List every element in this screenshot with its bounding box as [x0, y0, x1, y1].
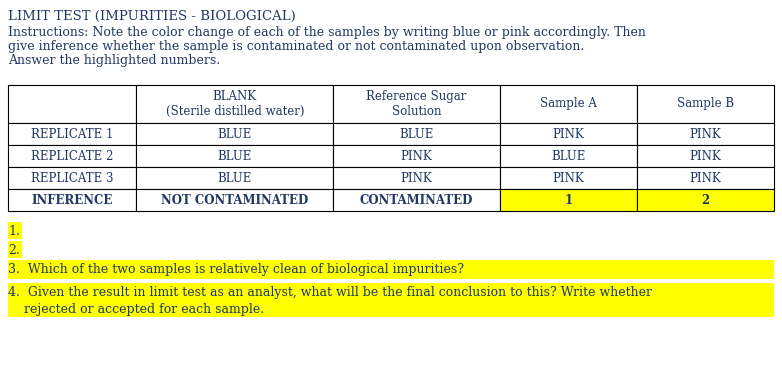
- Text: Answer the highlighted numbers.: Answer the highlighted numbers.: [8, 54, 220, 67]
- Bar: [500, 189, 637, 211]
- Bar: [136, 85, 333, 123]
- Bar: [333, 145, 500, 167]
- Text: CONTAMINATED: CONTAMINATED: [360, 193, 473, 206]
- Text: REPLICATE 2: REPLICATE 2: [31, 149, 113, 163]
- Text: BLUE: BLUE: [217, 128, 252, 141]
- Bar: [333, 85, 500, 123]
- Text: NOT CONTAMINATED: NOT CONTAMINATED: [161, 193, 308, 206]
- Text: REPLICATE 3: REPLICATE 3: [31, 171, 113, 185]
- Bar: [136, 189, 333, 211]
- Bar: [637, 167, 774, 189]
- Text: give inference whether the sample is contaminated or not contaminated upon obser: give inference whether the sample is con…: [8, 40, 584, 53]
- Text: PINK: PINK: [553, 171, 584, 185]
- Text: Reference Sugar
Solution: Reference Sugar Solution: [367, 90, 467, 118]
- Text: INFERENCE: INFERENCE: [31, 193, 113, 206]
- Text: 4.  Given the result in limit test as an analyst, what will be the final conclus: 4. Given the result in limit test as an …: [8, 286, 652, 316]
- Text: Sample B: Sample B: [677, 98, 734, 111]
- Text: PINK: PINK: [690, 149, 722, 163]
- Bar: [8, 241, 22, 258]
- Bar: [136, 167, 333, 189]
- Text: PINK: PINK: [690, 171, 722, 185]
- Bar: [8, 222, 22, 239]
- Bar: [637, 123, 774, 145]
- Text: BLUE: BLUE: [400, 128, 434, 141]
- Bar: [8, 85, 136, 123]
- Text: PINK: PINK: [401, 171, 432, 185]
- Text: BLUE: BLUE: [551, 149, 586, 163]
- Text: 2: 2: [701, 193, 709, 206]
- Bar: [637, 189, 774, 211]
- Bar: [500, 167, 637, 189]
- Text: Instructions: Note the color change of each of the samples by writing blue or pi: Instructions: Note the color change of e…: [8, 26, 646, 39]
- Text: 1.: 1.: [8, 225, 20, 238]
- Bar: [500, 85, 637, 123]
- Bar: [637, 85, 774, 123]
- Text: 3.  Which of the two samples is relatively clean of biological impurities?: 3. Which of the two samples is relativel…: [8, 263, 464, 276]
- Bar: [333, 123, 500, 145]
- Text: 1: 1: [565, 193, 572, 206]
- Bar: [333, 189, 500, 211]
- Bar: [333, 167, 500, 189]
- Bar: [136, 123, 333, 145]
- Text: LIMIT TEST (IMPURITIES - BIOLOGICAL): LIMIT TEST (IMPURITIES - BIOLOGICAL): [8, 10, 296, 23]
- Bar: [8, 145, 136, 167]
- Bar: [500, 145, 637, 167]
- Bar: [8, 167, 136, 189]
- Bar: [8, 283, 774, 317]
- Bar: [136, 145, 333, 167]
- Text: BLANK
(Sterile distilled water): BLANK (Sterile distilled water): [166, 90, 304, 118]
- Text: 2.: 2.: [8, 244, 20, 257]
- Text: PINK: PINK: [690, 128, 722, 141]
- Text: Sample A: Sample A: [540, 98, 597, 111]
- Bar: [8, 260, 774, 279]
- Text: BLUE: BLUE: [217, 171, 252, 185]
- Text: PINK: PINK: [401, 149, 432, 163]
- Text: PINK: PINK: [553, 128, 584, 141]
- Bar: [8, 123, 136, 145]
- Bar: [8, 189, 136, 211]
- Text: BLUE: BLUE: [217, 149, 252, 163]
- Bar: [637, 145, 774, 167]
- Text: REPLICATE 1: REPLICATE 1: [31, 128, 113, 141]
- Bar: [500, 123, 637, 145]
